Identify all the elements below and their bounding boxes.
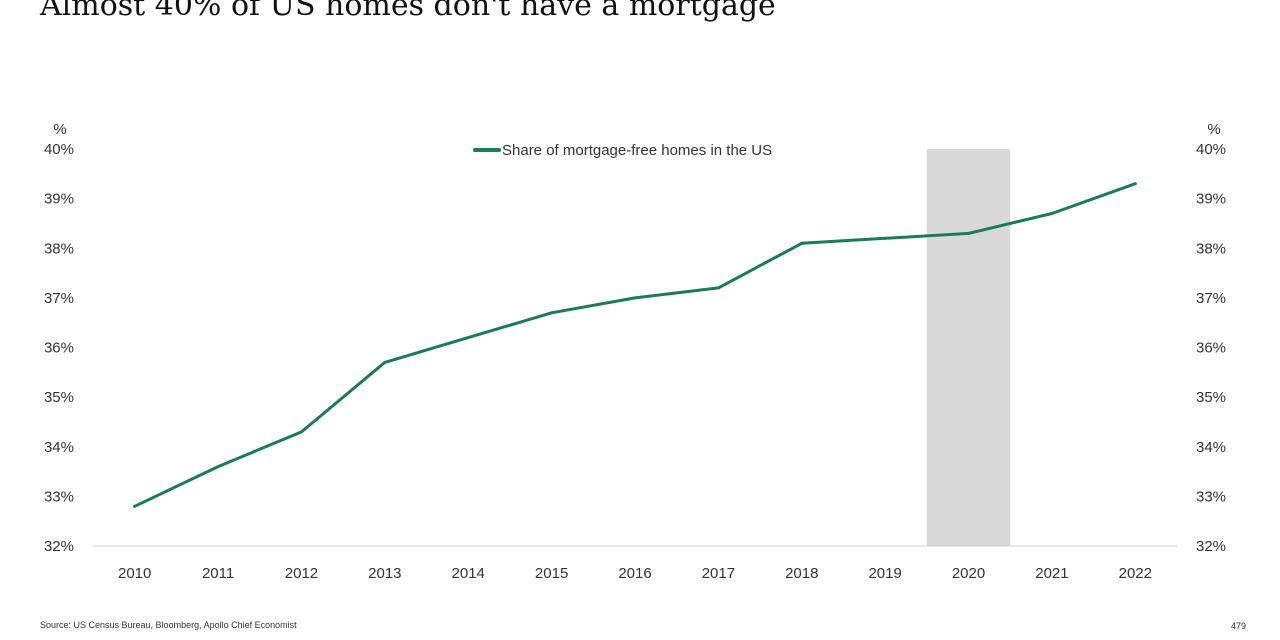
data-point: [800, 241, 804, 245]
data-point: [1050, 212, 1054, 216]
x-tick-label: 2020: [952, 565, 985, 582]
shaded-region: [926, 149, 1011, 546]
y-unit-label-left: %: [53, 121, 66, 138]
x-tick-label: 2019: [868, 565, 901, 582]
shaded-region-layer: [926, 149, 1011, 546]
y-tick-label-left: 34%: [44, 439, 74, 456]
data-point: [550, 311, 554, 315]
data-point: [383, 360, 387, 364]
data-point: [466, 336, 470, 340]
y-tick-label-right: 35%: [1196, 389, 1226, 406]
x-tick-label: 2011: [202, 565, 234, 582]
legend: Share of mortgage-free homes in the US: [473, 142, 772, 159]
y-tick-label-right: 39%: [1196, 191, 1226, 208]
y-tick-label-left: 40%: [44, 141, 74, 158]
y-tick-label-right: 34%: [1196, 439, 1226, 456]
y-tick-label-right: 36%: [1196, 340, 1226, 357]
y-tick-label-left: 35%: [44, 389, 74, 406]
y-tick-label-left: 33%: [44, 488, 74, 505]
x-tick-label: 2013: [368, 565, 401, 582]
x-tick-label: 2012: [285, 565, 318, 582]
data-point: [967, 231, 971, 235]
legend-label: Share of mortgage-free homes in the US: [502, 142, 772, 159]
x-tick-label: 2018: [785, 565, 818, 582]
x-tick-label: 2017: [702, 565, 735, 582]
data-point: [133, 504, 137, 508]
y-tick-label-left: 39%: [44, 191, 74, 208]
y-tick-label-right: 37%: [1196, 290, 1226, 307]
y-tick-label-right: 38%: [1196, 240, 1226, 257]
x-tick-label: 2010: [118, 565, 151, 582]
data-point: [1133, 182, 1137, 186]
axis-layer: 32% 32% 33% 33% 34% 34% 35% 35% 36% 36% 37% 37% 38% 3…: [44, 121, 1226, 582]
x-tick-label: 2015: [535, 565, 568, 582]
y-tick-label-right: 33%: [1196, 488, 1226, 505]
x-tick-label: 2021: [1035, 565, 1068, 582]
y-tick-label-left: 37%: [44, 290, 74, 307]
x-tick-label: 2022: [1119, 565, 1152, 582]
data-point: [299, 430, 303, 434]
data-point: [216, 465, 220, 469]
y-tick-label-right: 40%: [1196, 141, 1226, 158]
y-tick-label-right: 32%: [1196, 538, 1226, 555]
source-note: Source: US Census Bureau, Bloomberg, Apo…: [40, 620, 297, 630]
x-tick-label: 2016: [618, 565, 651, 582]
y-tick-label-left: 36%: [44, 340, 74, 357]
y-tick-label-left: 32%: [44, 538, 74, 555]
series-layer: [133, 182, 1137, 508]
data-point: [883, 236, 887, 240]
data-point: [633, 296, 637, 300]
page-number: 479: [1230, 621, 1246, 631]
chart-title: Almost 40% of US homes don't have a mort…: [40, 0, 776, 23]
data-point: [716, 286, 720, 290]
y-tick-label-left: 38%: [44, 240, 74, 257]
x-tick-label: 2014: [452, 565, 485, 582]
y-unit-label-right: %: [1207, 121, 1220, 138]
